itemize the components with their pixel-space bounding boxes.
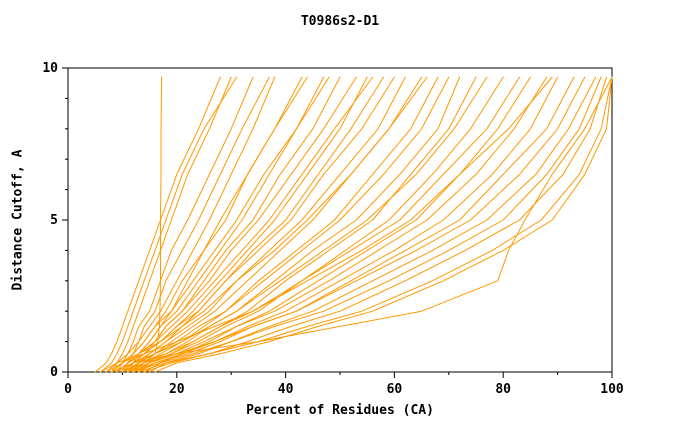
chart-line	[149, 76, 597, 373]
chart-line	[111, 76, 428, 373]
chart-title: T0986s2-D1	[300, 14, 380, 29]
chart-line	[116, 76, 308, 373]
chart-line	[132, 76, 504, 373]
chart-line	[111, 76, 254, 373]
chart-line	[132, 76, 439, 373]
x-tick-label: 40	[278, 382, 294, 397]
chart-line	[94, 76, 221, 373]
chart-line	[143, 76, 608, 373]
chart-line	[138, 76, 559, 373]
x-tick-label: 20	[169, 382, 185, 397]
chart-line	[100, 76, 238, 373]
chart-line	[116, 76, 357, 373]
chart-line	[132, 76, 602, 373]
chart-line	[121, 76, 521, 373]
x-tick-label: 100	[600, 382, 624, 397]
chart-line	[127, 76, 423, 373]
chart-line	[132, 76, 575, 373]
x-tick-label: 0	[64, 382, 72, 397]
chart-line	[154, 76, 613, 373]
chart-line	[111, 76, 330, 373]
chart-line	[132, 76, 385, 373]
y-tick-label: 5	[50, 213, 58, 228]
chart-line	[116, 76, 488, 373]
chart-line	[138, 76, 613, 373]
chart-line	[116, 76, 395, 373]
chart-line	[121, 76, 406, 373]
chart-line	[127, 76, 461, 373]
x-axis-label: Percent of Residues (CA)	[246, 403, 434, 418]
x-tick-label: 60	[387, 382, 403, 397]
chart-line	[111, 76, 613, 373]
chart-line	[116, 76, 270, 373]
chart-line	[111, 76, 276, 373]
y-tick-label: 10	[42, 61, 58, 76]
chart-line	[100, 76, 553, 373]
x-tick-label: 80	[495, 382, 511, 397]
y-tick-label: 0	[50, 365, 58, 380]
chart-line	[105, 76, 232, 373]
